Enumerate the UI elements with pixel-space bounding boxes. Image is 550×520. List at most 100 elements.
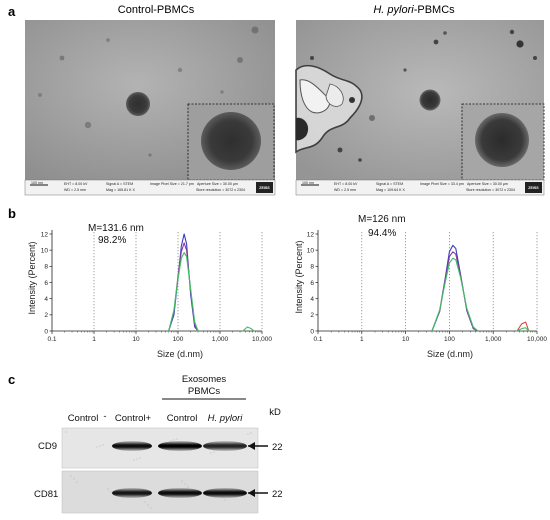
chart-0-series-line-2 [168,252,199,332]
chart-0-xtick-label-5: 10,000 [252,336,272,343]
blot-speck [76,481,78,483]
chart-0-ytick-label-1: 2 [44,312,48,319]
chart-0-ytick-label-2: 4 [44,296,48,303]
blot-band-cd9-lane-1 [112,441,152,451]
blot-speck [170,440,172,442]
tem-image-hpylori [295,20,545,181]
blot-speck [107,488,109,490]
kd-label: kD [269,407,281,418]
blot-speck [133,459,135,461]
info-aperture-hpylori: Aperture Size = 30.00 µm [467,182,508,186]
row-label-cd9: CD9 [38,441,57,452]
blot-speck [99,445,101,447]
chart-0-ytick-label-6: 12 [41,231,49,238]
chart-0-ytick-label-3: 6 [44,280,48,287]
panel-b-letter: b [8,206,16,221]
lane-label-control-exo: Control [167,413,198,424]
group-header-pbmcs: PBMCs [188,386,220,397]
blot-speck [136,458,138,460]
blot-speck [184,483,186,485]
zeiss-badge-hpylori: ZEISS [528,186,539,190]
info-eht-hpylori: EHT = 8.00 kV [334,182,358,186]
chart-1-xtick-label-3: 100 [444,336,455,343]
chart-hpylori-annotation-m: M=126 nm [358,214,406,225]
zeiss-badge-control: ZEISS [259,186,270,190]
chart-1-xtick-label-4: 1,000 [485,336,502,343]
tem-info-bar-control: 100 nm EHT = 8.00 kV WD = 2.5 mm Signal … [24,179,276,196]
blot-speck [70,475,72,477]
chart-0-series-line-3 [242,326,255,332]
tem-title-hpylori: H. pylori-PBMCs [373,4,455,16]
group-header-exosomes: Exosomes [182,374,227,385]
blot-band-cd9-lane-3 [203,441,247,451]
blot-speck [73,478,75,480]
chart-hpylori-xlabel: Size (d.nm) [427,349,473,359]
tem-title-control: Control-PBMCs [118,4,195,16]
scale-bar-label-hpylori: 100 nm [302,181,314,185]
scale-bar-label-control: 100 nm [31,181,43,185]
chart-1-series-line-3 [516,321,530,332]
blot-band-cd81-lane-3 [203,488,247,498]
blot-speck [147,504,149,506]
blot-speck [187,486,189,488]
chart-hpylori-annotation-pct: 94.4% [368,228,396,239]
chart-control-annotation-pct: 98.2% [98,235,126,246]
blot-band-cd9-lane-2 [158,441,202,451]
lane-label-control-plus: Control+ [115,413,152,424]
chart-0-xtick-label-4: 1,000 [212,336,229,343]
western-blot [61,427,259,514]
chart-0-ytick-label-5: 10 [41,247,49,254]
chart-control-ylabel: Intensity (Percent) [27,241,37,314]
blot-speck [102,444,104,446]
tem-info-bar-hpylori: 100 nm EHT = 8.00 kV WD = 2.5 mm Signal … [295,179,545,196]
blot-speck [144,501,146,503]
chart-1-xtick-label-0: 0.1 [313,336,322,343]
chart-1-ytick-label-3: 6 [310,280,314,287]
chart-1-series-line-4 [516,327,530,332]
chart-0-xtick-label-3: 100 [173,336,184,343]
marker-label-cd9: 22 [272,442,283,453]
blot-speck [224,499,226,501]
blot-speck [213,451,215,453]
marker-label-cd81: 22 [272,489,283,500]
panel-c-letter: c [8,372,15,387]
info-signal-hpylori: Signal A = STEM [376,182,403,186]
chart-1-ytick-label-1: 2 [310,312,314,319]
chart-0-xtick-label-0: 0.1 [47,336,56,343]
blot-speck [65,431,67,433]
chart-1-xtick-label-1: 1 [360,336,364,343]
tem-title-hpylori-italic: H. pylori [373,4,414,16]
marker-arrow-cd81 [248,489,268,497]
info-pixel-control: Image Pixel Size = 21.7 pm [150,182,194,186]
info-mag-control: Mag = 165.81 K X [106,188,135,192]
chart-1-series-line-2 [431,257,479,332]
info-store-control: Store resolution = 3072 x 2304 [196,188,245,192]
info-pixel-hpylori: Image Pixel Size = 33.4 pm [420,182,464,186]
lane-label-hpylori: H. pylori [208,413,244,424]
blot-speck [247,433,249,435]
chart-control-annotation-m: M=131.6 nm [88,223,144,234]
info-wd-hpylori: WD = 2.5 mm [334,188,356,192]
tem-title-hpylori-suffix: -PBMCs [414,4,455,16]
chart-1-ytick-label-0: 0 [310,328,314,335]
blot-speck [110,491,112,493]
chart-0-xtick-label-1: 1 [92,336,96,343]
blot-speck [96,446,98,448]
chart-hpylori-ylabel: Intensity (Percent) [294,240,304,313]
lane-label-control: Control [68,413,99,424]
blot-speck [250,432,252,434]
info-store-hpylori: Store resolution = 3072 x 2304 [466,188,515,192]
blot-speck [150,507,152,509]
tem-image-control [25,20,275,181]
chart-1-series-line-0 [431,244,479,332]
blot-speck [176,438,178,440]
info-wd-control: WD = 2.5 mm [64,188,86,192]
chart-1-ytick-label-5: 10 [307,247,315,254]
dls-chart-control: 0 2 4 6 8 10 12 0.1 1 10 100 1,000 10,000 M=131.6 nm… [27,223,272,359]
chart-1-xtick-label-5: 10,000 [527,336,547,343]
panel-a-letter: a [8,4,16,19]
blot-speck [173,439,175,441]
chart-0-xtick-label-2: 10 [132,336,140,343]
info-eht-control: EHT = 8.00 kV [64,182,88,186]
